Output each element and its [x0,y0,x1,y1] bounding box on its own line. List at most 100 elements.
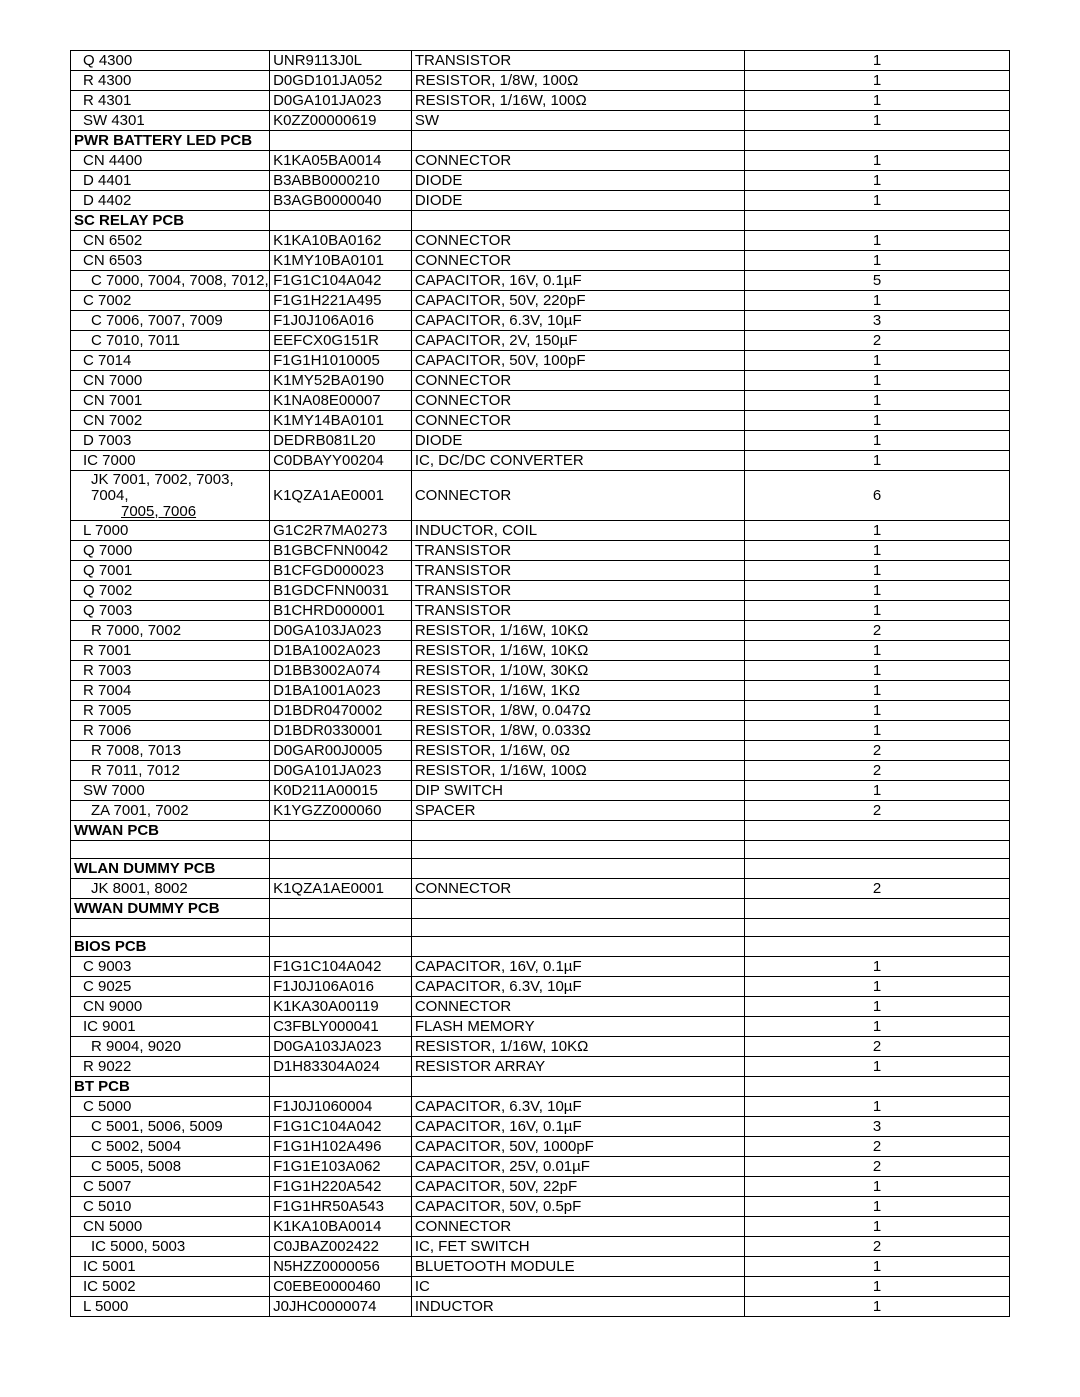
table-row: WLAN DUMMY PCB [71,859,1010,879]
desc-cell: CONNECTOR [411,251,744,271]
qty-cell: 1 [745,701,1010,721]
desc-cell: DIP SWITCH [411,781,744,801]
desc-cell: RESISTOR, 1/10W, 30KΩ [411,661,744,681]
qty-cell: 2 [745,331,1010,351]
table-row: CN 7002K1MY14BA0101CONNECTOR1 [71,411,1010,431]
partno-cell: K1KA10BA0162 [270,231,412,251]
ref-cell: SC RELAY PCB [71,211,270,231]
partno-cell [270,821,412,841]
partno-cell: K1NA08E00007 [270,391,412,411]
table-row: C 5000F1J0J1060004CAPACITOR, 6.3V, 10µF1 [71,1097,1010,1117]
qty-cell [745,899,1010,919]
desc-cell: RESISTOR, 1/16W, 100Ω [411,91,744,111]
qty-cell: 1 [745,521,1010,541]
desc-cell: CAPACITOR, 2V, 150µF [411,331,744,351]
table-row: Q 7002B1GDCFNN0031TRANSISTOR1 [71,581,1010,601]
ref-cell: C 7006, 7007, 7009 [71,311,270,331]
table-row: CN 7000K1MY52BA0190CONNECTOR1 [71,371,1010,391]
desc-cell: IC [411,1277,744,1297]
table-row: L 7000G1C2R7MA0273INDUCTOR, COIL1 [71,521,1010,541]
ref-cell: R 4301 [71,91,270,111]
partno-cell: D0GA101JA023 [270,761,412,781]
partno-cell: K1KA05BA0014 [270,151,412,171]
partno-cell: K1YGZZ000060 [270,801,412,821]
desc-cell: CONNECTOR [411,411,744,431]
partno-cell [270,1077,412,1097]
desc-cell [411,841,744,859]
ref-cell: IC 7000 [71,451,270,471]
partno-cell: D1BDR0470002 [270,701,412,721]
qty-cell: 5 [745,271,1010,291]
qty-cell [745,841,1010,859]
qty-cell: 1 [745,151,1010,171]
partno-cell: F1G1HR50A543 [270,1197,412,1217]
qty-cell: 2 [745,1157,1010,1177]
table-row: BIOS PCB [71,937,1010,957]
partno-cell: D1BA1001A023 [270,681,412,701]
table-row: C 5001, 5006, 5009F1G1C104A042CAPACITOR,… [71,1117,1010,1137]
ref-cell: C 5000 [71,1097,270,1117]
table-row: Q 4300UNR9113J0LTRANSISTOR1 [71,51,1010,71]
qty-cell: 1 [745,231,1010,251]
table-row: Q 7001B1CFGD000023TRANSISTOR1 [71,561,1010,581]
qty-cell: 1 [745,561,1010,581]
ref-cell [71,919,270,937]
table-row: IC 7000C0DBAYY00204IC, DC/DC CONVERTER1 [71,451,1010,471]
partno-cell: D0GA103JA023 [270,621,412,641]
partno-cell: B1GDCFNN0031 [270,581,412,601]
ref-cell: SW 4301 [71,111,270,131]
ref-cell: C 5007 [71,1177,270,1197]
partno-cell: C3FBLY000041 [270,1017,412,1037]
qty-cell: 1 [745,721,1010,741]
qty-cell: 1 [745,1177,1010,1197]
table-row: SW 7000K0D211A00015DIP SWITCH1 [71,781,1010,801]
partno-cell: D1H83304A024 [270,1057,412,1077]
table-row: R 7003D1BB3002A074RESISTOR, 1/10W, 30KΩ1 [71,661,1010,681]
qty-cell: 1 [745,411,1010,431]
qty-cell: 1 [745,431,1010,451]
qty-cell: 1 [745,1197,1010,1217]
desc-cell: RESISTOR, 1/8W, 0.047Ω [411,701,744,721]
table-row: WWAN DUMMY PCB [71,899,1010,919]
partno-cell: N5HZZ0000056 [270,1257,412,1277]
ref-cell: CN 6503 [71,251,270,271]
ref-cell: CN 9000 [71,997,270,1017]
partno-cell: K1MY10BA0101 [270,251,412,271]
qty-cell: 1 [745,391,1010,411]
qty-cell: 1 [745,957,1010,977]
partno-cell: F1G1H220A542 [270,1177,412,1197]
table-row: R 7001D1BA1002A023RESISTOR, 1/16W, 10KΩ1 [71,641,1010,661]
parts-table: Q 4300UNR9113J0LTRANSISTOR1R 4300D0GD101… [70,50,1010,1317]
partno-cell [270,937,412,957]
qty-cell: 2 [745,1137,1010,1157]
qty-cell: 2 [745,1037,1010,1057]
ref-cell: CN 5000 [71,1217,270,1237]
ref-cell: R 9004, 9020 [71,1037,270,1057]
ref-cell: Q 7001 [71,561,270,581]
table-row: SW 4301K0ZZ00000619SW1 [71,111,1010,131]
table-row: R 9004, 9020D0GA103JA023RESISTOR, 1/16W,… [71,1037,1010,1057]
table-row: C 7002F1G1H221A495CAPACITOR, 50V, 220pF1 [71,291,1010,311]
ref-cell: C 5005, 5008 [71,1157,270,1177]
table-row: C 5002, 5004F1G1H102A496CAPACITOR, 50V, … [71,1137,1010,1157]
ref-cell: C 9003 [71,957,270,977]
ref-cell: JK 7001, 7002, 7003, 7004,7005, 7006 [71,471,270,521]
ref-cell: R 7005 [71,701,270,721]
ref-cell: IC 9001 [71,1017,270,1037]
partno-cell: F1J0J106A016 [270,311,412,331]
partno-cell: B1CFGD000023 [270,561,412,581]
desc-cell: CAPACITOR, 50V, 220pF [411,291,744,311]
ref-cell: R 7006 [71,721,270,741]
table-row: R 7011, 7012D0GA101JA023RESISTOR, 1/16W,… [71,761,1010,781]
ref-cell: R 7004 [71,681,270,701]
desc-cell: TRANSISTOR [411,51,744,71]
qty-cell: 1 [745,781,1010,801]
ref-cell: D 4401 [71,171,270,191]
qty-cell: 1 [745,171,1010,191]
table-row: R 4300D0GD101JA052RESISTOR, 1/8W, 100Ω1 [71,71,1010,91]
table-row: CN 7001K1NA08E00007CONNECTOR1 [71,391,1010,411]
partno-cell: EEFCX0G151R [270,331,412,351]
qty-cell: 3 [745,1117,1010,1137]
qty-cell: 2 [745,741,1010,761]
partno-cell: K1KA30A00119 [270,997,412,1017]
